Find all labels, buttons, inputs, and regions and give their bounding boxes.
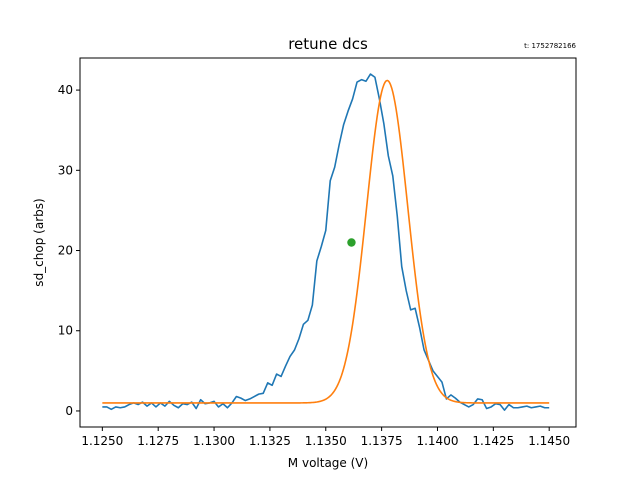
- y-tick-label: 20: [58, 244, 73, 258]
- y-tick-label: 10: [58, 324, 73, 338]
- plot-frame: [79, 57, 577, 428]
- x-tick-label: 1.1425: [472, 434, 514, 448]
- x-tick-label: 1.1300: [193, 434, 235, 448]
- marker-point: [347, 238, 356, 247]
- x-tick-label: 1.1400: [416, 434, 458, 448]
- y-axis-ticks: 0 10 20 30 40: [58, 83, 80, 418]
- x-tick-label: 1.1350: [305, 434, 347, 448]
- timestamp-label: t: 1752782166: [524, 42, 576, 50]
- fit-curve-line: [102, 79, 550, 404]
- x-axis-ticks: 1.1250 1.1275 1.1300 1.1325 1.1350 1.1375 1.14…: [81, 427, 570, 448]
- y-tick-label: 40: [58, 83, 73, 97]
- x-tick-label: 1.1250: [81, 434, 123, 448]
- y-tick-label: 30: [58, 163, 73, 177]
- chart-title: retune dcs: [288, 35, 368, 53]
- x-tick-label: 1.1325: [249, 434, 291, 448]
- marker-layer: [347, 238, 356, 247]
- x-tick-label: 1.1450: [528, 434, 570, 448]
- x-tick-label: 1.1375: [361, 434, 403, 448]
- measured-series-line: [102, 73, 550, 411]
- y-axis-label: sd_chop (arbs): [32, 198, 46, 286]
- series-layer: [102, 73, 550, 411]
- plot-area: [102, 73, 550, 411]
- x-tick-label: 1.1275: [137, 434, 179, 448]
- x-axis-label: M voltage (V): [288, 456, 368, 470]
- y-tick-label: 0: [65, 404, 73, 418]
